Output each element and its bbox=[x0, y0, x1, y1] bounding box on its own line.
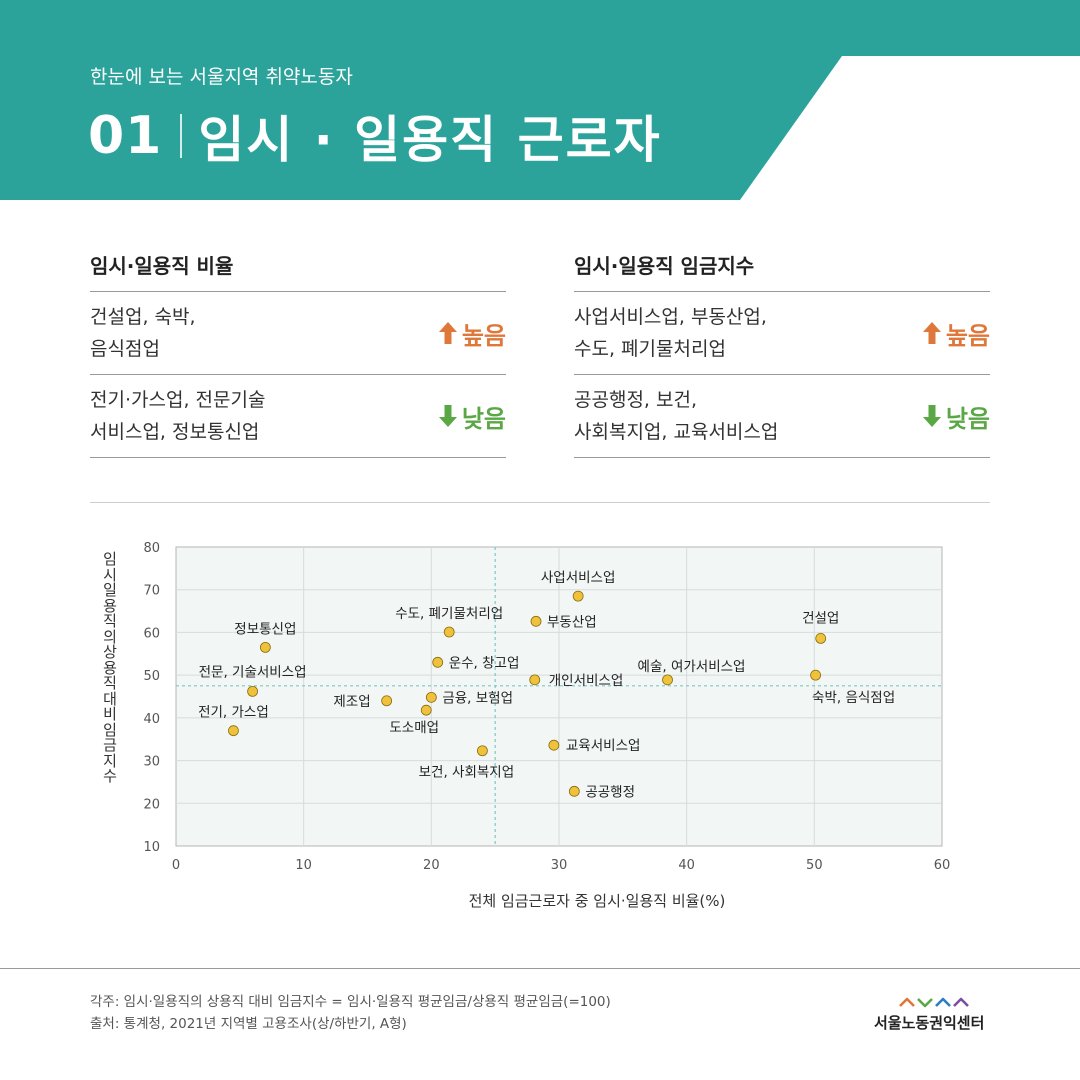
x-tick-label: 50 bbox=[806, 858, 823, 873]
logo-mark-icon bbox=[899, 997, 969, 1008]
data-point bbox=[529, 674, 541, 686]
data-point-label: 보건, 사회복지업 bbox=[419, 765, 515, 781]
low-badge-label: 낮음 bbox=[461, 404, 506, 433]
y-tick-label: 30 bbox=[143, 755, 160, 770]
data-point-label: 정보통신업 bbox=[234, 621, 296, 637]
y-tick-label: 20 bbox=[143, 797, 160, 812]
data-point bbox=[572, 590, 584, 602]
header-subtitle: 한눈에 보는 서울지역 취약노동자 bbox=[90, 66, 353, 88]
section-number: 01 bbox=[88, 106, 163, 166]
high-badge-label: 높음 bbox=[461, 321, 506, 350]
data-point-label: 공공행정 bbox=[585, 784, 635, 800]
high-badge-label: 높음 bbox=[945, 321, 990, 350]
data-point bbox=[476, 745, 488, 757]
page-title: 임시 · 일용직 근로자 bbox=[198, 111, 662, 169]
header-banner: 한눈에 보는 서울지역 취약노동자 01 임시 · 일용직 근로자 bbox=[0, 0, 1080, 200]
ratio-high-row: 건설업, 숙박, 음식점업 높음 bbox=[90, 292, 506, 375]
y-tick-label: 40 bbox=[143, 712, 160, 727]
y-axis-label: 임시일용직의 상용직 대비 임금지수 bbox=[103, 550, 117, 785]
ratio-high-line2: 음식점업 bbox=[90, 338, 160, 360]
x-tick-label: 60 bbox=[934, 858, 951, 873]
ratio-high-line1: 건설업, 숙박, bbox=[90, 306, 196, 328]
x-tick-label: 20 bbox=[423, 858, 440, 873]
data-point bbox=[530, 615, 542, 627]
data-point bbox=[815, 633, 827, 644]
data-point bbox=[381, 695, 393, 707]
ratio-low-industries: 전기·가스업, 전문기술 서비스업, 정보통신업 bbox=[90, 384, 265, 448]
wage-low-row: 공공행정, 보건, 사회복지업, 교육서비스업 낮음 bbox=[574, 375, 990, 458]
data-point bbox=[548, 739, 560, 751]
x-tick-label: 40 bbox=[678, 858, 695, 873]
data-point bbox=[247, 685, 259, 697]
header-title-row: 01 임시 · 일용직 근로자 bbox=[88, 100, 662, 172]
data-point-label: 개인서비스업 bbox=[549, 673, 624, 689]
ratio-panel-title: 임시·일용직 비율 bbox=[90, 250, 506, 292]
data-point-label: 도소매업 bbox=[389, 720, 439, 736]
data-point bbox=[259, 641, 271, 653]
low-badge: 낮음 bbox=[438, 399, 506, 434]
y-tick-label: 80 bbox=[143, 541, 160, 556]
ratio-panel: 임시·일용직 비율 건설업, 숙박, 음식점업 높음 전기·가스업, 전문기술 … bbox=[90, 250, 506, 458]
ratio-low-line2: 서비스업, 정보통신업 bbox=[90, 421, 260, 443]
data-point-label: 건설업 bbox=[802, 610, 839, 626]
data-point-label: 금융, 보험업 bbox=[442, 690, 513, 706]
y-tick-label: 60 bbox=[143, 626, 160, 641]
data-point-label: 전기, 가스업 bbox=[198, 705, 269, 721]
ratio-low-line1: 전기·가스업, 전문기술 bbox=[90, 389, 266, 411]
high-badge: 높음 bbox=[922, 316, 990, 351]
low-badge: 낮음 bbox=[922, 399, 990, 434]
data-point bbox=[662, 674, 673, 686]
data-point bbox=[443, 626, 455, 638]
x-tick-label: 10 bbox=[295, 858, 312, 873]
arrow-up-icon bbox=[922, 322, 941, 344]
x-axis-label: 전체 임금근로자 중 임시·일용직 비율(%) bbox=[468, 892, 726, 910]
data-point-label: 제조업 bbox=[333, 694, 370, 710]
data-point bbox=[432, 656, 444, 668]
arrow-down-icon bbox=[922, 405, 941, 427]
wage-panel-title: 임시·일용직 임금지수 bbox=[574, 250, 990, 292]
wage-high-row: 사업서비스업, 부동산업, 수도, 폐기물처리업 높음 bbox=[574, 292, 990, 375]
data-point bbox=[228, 725, 239, 737]
x-tick-label: 30 bbox=[551, 858, 568, 873]
high-badge: 높음 bbox=[438, 316, 506, 351]
data-point bbox=[420, 704, 432, 716]
data-point-label: 교육서비스업 bbox=[566, 738, 641, 754]
footer-divider bbox=[0, 968, 1080, 969]
title-separator bbox=[180, 114, 183, 158]
footnote: 각주: 임시·일용직의 상용직 대비 임금지수 = 임시·일용직 평균임금/상용… bbox=[90, 994, 611, 1010]
wage-panel: 임시·일용직 임금지수 사업서비스업, 부동산업, 수도, 폐기물처리업 높음 … bbox=[574, 250, 990, 458]
data-point-label: 전문, 기술서비스업 bbox=[199, 664, 307, 680]
organization-logo: 서울노동권익센터 bbox=[874, 996, 992, 1033]
low-badge-label: 낮음 bbox=[945, 404, 990, 433]
header-background bbox=[0, 0, 1080, 200]
y-tick-label: 10 bbox=[143, 840, 160, 855]
y-tick-label: 50 bbox=[143, 669, 160, 684]
arrow-up-icon bbox=[438, 322, 457, 344]
logo-text: 서울노동권익센터 bbox=[874, 1014, 985, 1032]
data-point-label: 숙박, 음식점업 bbox=[812, 690, 895, 706]
wage-low-line2: 사회복지업, 교육서비스업 bbox=[574, 421, 779, 443]
data-point bbox=[568, 785, 580, 797]
data-point bbox=[810, 669, 822, 681]
section-divider bbox=[90, 502, 990, 503]
data-point-label: 예술, 여가서비스업 bbox=[638, 659, 746, 675]
source-note: 출처: 통계청, 2021년 지역별 고용조사(상/하반기, A형) bbox=[90, 1016, 407, 1032]
arrow-down-icon bbox=[438, 405, 457, 427]
wage-high-line1: 사업서비스업, 부동산업, bbox=[574, 306, 767, 328]
data-point-label: 운수, 창고업 bbox=[449, 655, 520, 671]
ratio-low-row: 전기·가스업, 전문기술 서비스업, 정보통신업 낮음 bbox=[90, 375, 506, 458]
data-point-label: 부동산업 bbox=[547, 614, 597, 630]
ratio-high-industries: 건설업, 숙박, 음식점업 bbox=[90, 301, 196, 365]
data-point-label: 사업서비스업 bbox=[541, 570, 616, 586]
wage-low-industries: 공공행정, 보건, 사회복지업, 교육서비스업 bbox=[574, 384, 778, 448]
wage-low-line1: 공공행정, 보건, bbox=[574, 389, 697, 411]
wage-high-industries: 사업서비스업, 부동산업, 수도, 폐기물처리업 bbox=[574, 301, 767, 365]
data-point bbox=[425, 691, 437, 703]
x-tick-label: 0 bbox=[172, 858, 180, 873]
data-point-label: 수도, 폐기물처리업 bbox=[395, 606, 503, 622]
y-tick-label: 70 bbox=[143, 584, 160, 599]
wage-high-line2: 수도, 폐기물처리업 bbox=[574, 338, 726, 360]
